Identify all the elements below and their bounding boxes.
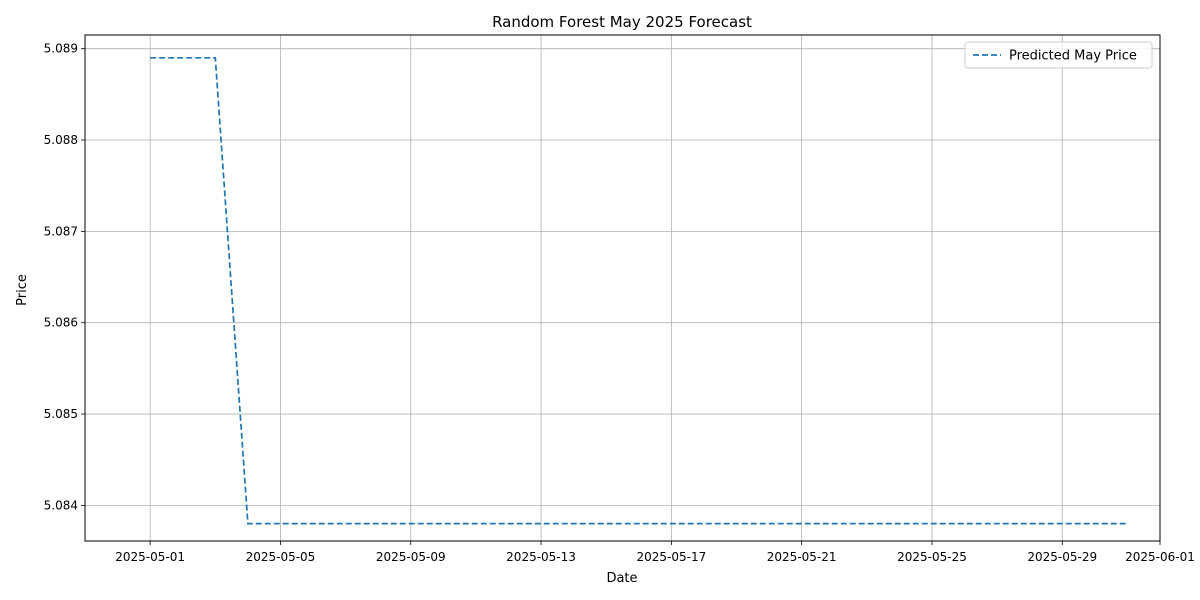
y-tick-label: 5.088 [44, 133, 78, 147]
x-tick-label: 2025-05-13 [506, 550, 576, 564]
x-tick-label: 2025-05-29 [1027, 550, 1097, 564]
y-tick-label: 5.085 [44, 407, 78, 421]
x-tick-label: 2025-05-05 [246, 550, 316, 564]
x-tick-label: 2025-06-01 [1125, 550, 1195, 564]
ticks: 2025-05-01 2025-05-05 2025-05-09 2025-05-13… [44, 42, 1195, 564]
series-line-predicted-may-price [150, 56, 1128, 525]
plot-frame [84, 34, 1161, 542]
x-tick-label: 2025-05-17 [636, 550, 706, 564]
legend: Predicted May Price [964, 41, 1153, 69]
chart-title: Random Forest May 2025 Forecast [492, 13, 752, 31]
y-tick-label: 5.084 [44, 498, 78, 512]
series-layer [150, 56, 1128, 525]
x-axis-title: Date [606, 571, 637, 586]
x-tick-label: 2025-05-21 [767, 550, 837, 564]
grid [85, 35, 1161, 541]
legend-box [964, 41, 1153, 69]
y-axis-title: Price [15, 274, 30, 306]
x-tick-label: 2025-05-09 [376, 550, 446, 564]
y-tick-label: 5.086 [44, 316, 78, 330]
x-tick-label: 2025-05-25 [897, 550, 967, 564]
y-tick-label: 5.087 [44, 224, 78, 238]
y-tick-label: 5.089 [44, 42, 78, 56]
x-tick-label: 2025-05-01 [115, 550, 185, 564]
legend-label: Predicted May Price [1009, 49, 1137, 64]
